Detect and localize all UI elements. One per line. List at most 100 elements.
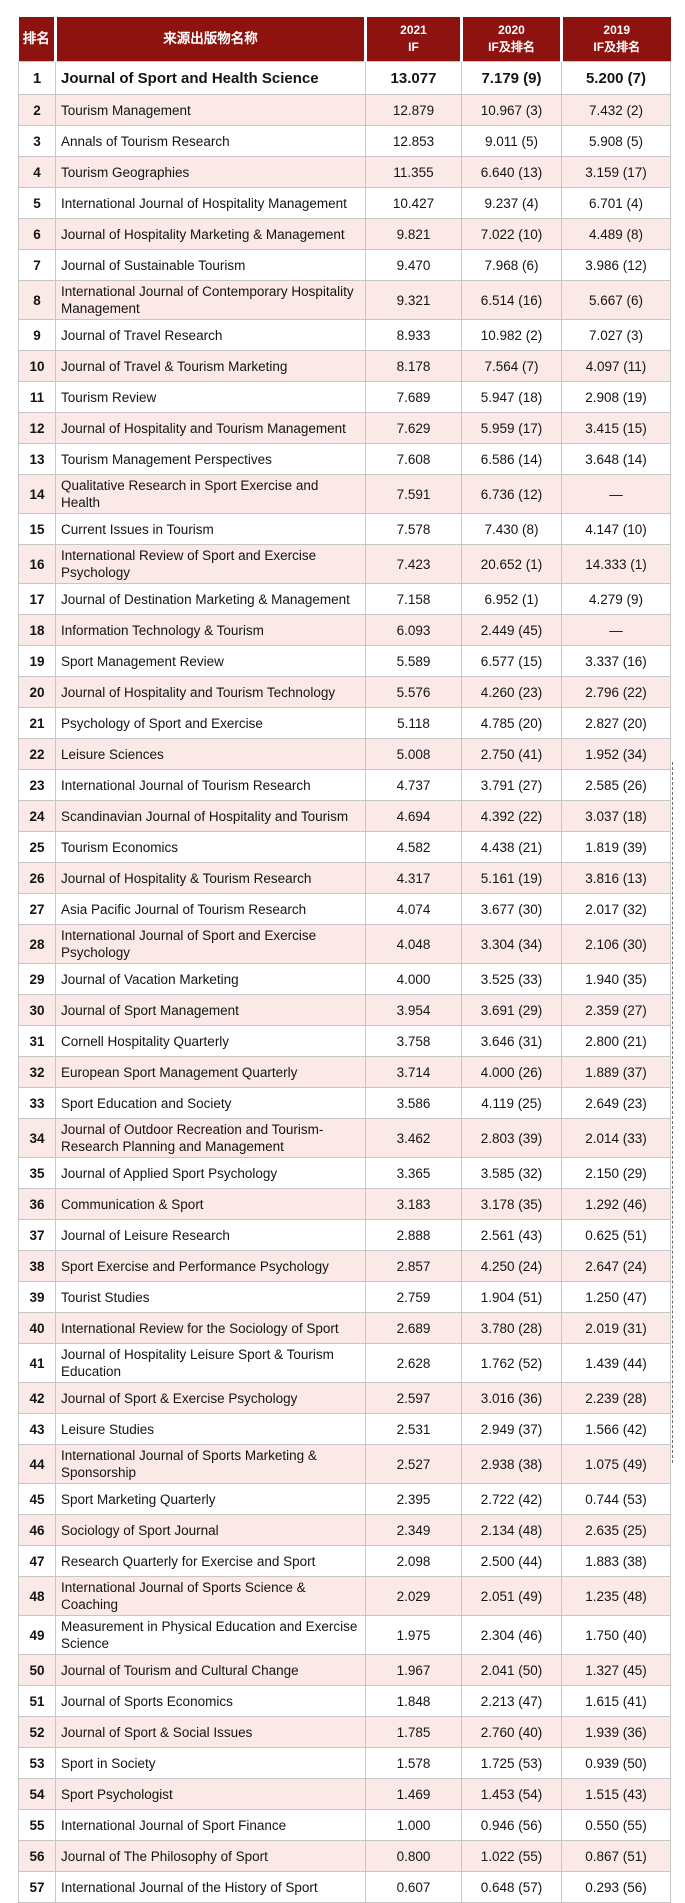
if-2019-cell: 1.439 (44) <box>561 1343 671 1383</box>
journal-name-cell: Leisure Studies <box>55 1413 366 1445</box>
table-row: 21 Psychology of Sport and Exercise 5.118 4… <box>18 707 671 739</box>
if-2019-cell: 1.615 (41) <box>561 1685 671 1717</box>
if-2021-cell: 2.628 <box>365 1343 462 1383</box>
if-2021-cell: 5.576 <box>365 676 462 708</box>
if-2019-cell: 5.667 (6) <box>561 280 671 320</box>
if-2021-cell: 7.578 <box>365 513 462 545</box>
if-2021-cell: 7.591 <box>365 474 462 514</box>
if-2021-cell: 8.933 <box>365 319 462 351</box>
if-2019-cell: 1.883 (38) <box>561 1545 671 1577</box>
journal-name-cell: Sport in Society <box>55 1747 366 1779</box>
if-2021-cell: 5.118 <box>365 707 462 739</box>
if-2020-cell: 7.179 (9) <box>461 61 562 95</box>
if-2021-cell: 10.427 <box>365 187 462 219</box>
journal-name-cell: International Journal of Sports Science … <box>55 1576 366 1616</box>
if-2021-cell: 4.000 <box>365 963 462 995</box>
journal-name-cell: Journal of Sport and Health Science <box>55 61 366 95</box>
rank-cell: 36 <box>18 1188 56 1220</box>
journal-name-cell: Journal of Sports Economics <box>55 1685 366 1717</box>
journal-name-cell: Journal of Hospitality and Tourism Techn… <box>55 676 366 708</box>
journal-name-cell: Scandinavian Journal of Hospitality and … <box>55 800 366 832</box>
table-row: 56 Journal of The Philosophy of Sport 0.80… <box>18 1840 671 1872</box>
table-row: 35 Journal of Applied Sport Psychology 3.3… <box>18 1157 671 1189</box>
if-2020-cell: 4.392 (22) <box>461 800 562 832</box>
if-2019-cell: 2.014 (33) <box>561 1118 671 1158</box>
table-row: 30 Journal of Sport Management 3.954 3.691 … <box>18 994 671 1026</box>
if-2020-cell: 2.213 (47) <box>461 1685 562 1717</box>
journal-name-cell: Journal of Hospitality Marketing & Manag… <box>55 218 366 250</box>
if-2020-cell: 2.750 (41) <box>461 738 562 770</box>
rank-cell: 26 <box>18 862 56 894</box>
if-2020-cell: 6.736 (12) <box>461 474 562 514</box>
header-2019-sub: IF及排名 <box>593 40 641 54</box>
if-2020-cell: 6.586 (14) <box>461 443 562 475</box>
rank-cell: 38 <box>18 1250 56 1282</box>
if-2021-cell: 12.853 <box>365 125 462 157</box>
if-2019-cell: 2.019 (31) <box>561 1312 671 1344</box>
if-2021-cell: 1.469 <box>365 1778 462 1810</box>
if-2020-cell: 10.967 (3) <box>461 94 562 126</box>
if-2020-cell: 6.514 (16) <box>461 280 562 320</box>
journal-name-cell: Journal of The Philosophy of Sport <box>55 1840 366 1872</box>
if-2021-cell: 3.714 <box>365 1056 462 1088</box>
table-header: 排名 来源出版物名称 2021 IF 2020 IF及排名 2019 IF及排名 <box>18 17 671 62</box>
rank-cell: 27 <box>18 893 56 925</box>
if-2019-cell: 2.106 (30) <box>561 924 671 964</box>
table-row: 45 Sport Marketing Quarterly 2.395 2.722 (4… <box>18 1483 671 1515</box>
if-2020-cell: 7.968 (6) <box>461 249 562 281</box>
if-2020-cell: 3.585 (32) <box>461 1157 562 1189</box>
if-2019-cell: 2.647 (24) <box>561 1250 671 1282</box>
table-row: 24 Scandinavian Journal of Hospitality an… <box>18 800 671 832</box>
if-2021-cell: 2.531 <box>365 1413 462 1445</box>
rank-cell: 50 <box>18 1654 56 1686</box>
if-2020-cell: 1.453 (54) <box>461 1778 562 1810</box>
rank-cell: 13 <box>18 443 56 475</box>
if-2021-cell: 8.178 <box>365 350 462 382</box>
if-2019-cell: 1.750 (40) <box>561 1615 671 1655</box>
journal-name-cell: Journal of Destination Marketing & Manag… <box>55 583 366 615</box>
journal-name-cell: Journal of Travel & Tourism Marketing <box>55 350 366 382</box>
if-2019-cell: 1.250 (47) <box>561 1281 671 1313</box>
if-2021-cell: 1.000 <box>365 1809 462 1841</box>
if-2019-cell: 2.239 (28) <box>561 1382 671 1414</box>
if-2019-cell: 4.147 (10) <box>561 513 671 545</box>
table-row: 2 Tourism Management 12.879 10.967 (3) 7.432… <box>18 94 671 126</box>
if-2020-cell: 0.946 (56) <box>461 1809 562 1841</box>
if-2021-cell: 9.321 <box>365 280 462 320</box>
table-row: 3 Annals of Tourism Research 12.853 9.011 (… <box>18 125 671 157</box>
rank-cell: 31 <box>18 1025 56 1057</box>
if-2020-cell: 3.525 (33) <box>461 963 562 995</box>
if-2021-cell: 12.879 <box>365 94 462 126</box>
if-2021-cell: 5.008 <box>365 738 462 770</box>
if-2021-cell: 7.423 <box>365 544 462 584</box>
rank-cell: 5 <box>18 187 56 219</box>
journal-name-cell: International Review of Sport and Exerci… <box>55 544 366 584</box>
journal-name-cell: Journal of Sustainable Tourism <box>55 249 366 281</box>
table-row: 41 Journal of Hospitality Leisure Sport &… <box>18 1343 671 1383</box>
if-2019-cell: 3.816 (13) <box>561 862 671 894</box>
journal-name-cell: European Sport Management Quarterly <box>55 1056 366 1088</box>
if-2019-cell: 5.908 (5) <box>561 125 671 157</box>
rank-cell: 45 <box>18 1483 56 1515</box>
journal-name-cell: Journal of Sport Management <box>55 994 366 1026</box>
if-2020-cell: 2.134 (48) <box>461 1514 562 1546</box>
rank-cell: 3 <box>18 125 56 157</box>
if-2021-cell: 4.317 <box>365 862 462 894</box>
table-row: 6 Journal of Hospitality Marketing & Mana… <box>18 218 671 250</box>
journal-name-cell: Measurement in Physical Education and Ex… <box>55 1615 366 1655</box>
rank-cell: 57 <box>18 1871 56 1903</box>
if-2021-cell: 1.975 <box>365 1615 462 1655</box>
if-2019-cell: 2.585 (26) <box>561 769 671 801</box>
if-2021-cell: 6.093 <box>365 614 462 646</box>
if-2019-cell: 0.867 (51) <box>561 1840 671 1872</box>
if-2019-cell: 4.279 (9) <box>561 583 671 615</box>
journal-name-cell: Journal of Hospitality Leisure Sport & T… <box>55 1343 366 1383</box>
journal-name-cell: Journal of Sport & Exercise Psychology <box>55 1382 366 1414</box>
rank-cell: 42 <box>18 1382 56 1414</box>
if-2020-cell: 4.260 (23) <box>461 676 562 708</box>
rank-cell: 23 <box>18 769 56 801</box>
if-2021-cell: 7.629 <box>365 412 462 444</box>
rank-cell: 52 <box>18 1716 56 1748</box>
if-2019-cell: 2.796 (22) <box>561 676 671 708</box>
table-row: 4 Tourism Geographies 11.355 6.640 (13) 3.15… <box>18 156 671 188</box>
